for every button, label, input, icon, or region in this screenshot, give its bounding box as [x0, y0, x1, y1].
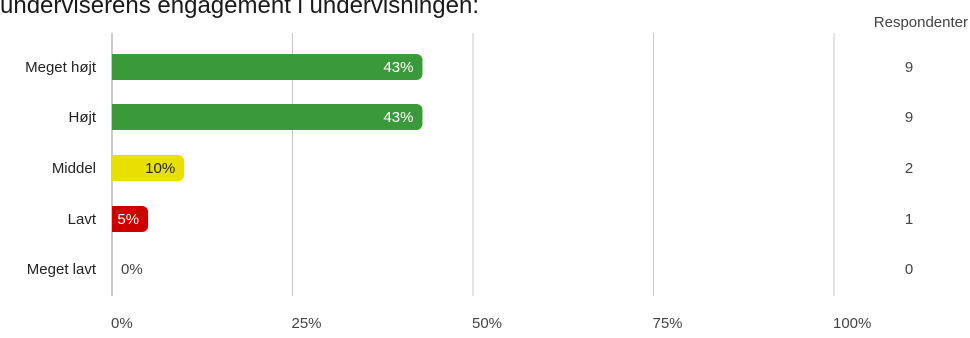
x-axis-ticks: 0% 25% 50% 75% 100% — [111, 315, 871, 332]
bar-value-label: 5% — [117, 211, 139, 228]
x-tick-label: 25% — [292, 315, 322, 332]
x-tick-label: 50% — [472, 315, 502, 332]
respondent-count: 9 — [905, 109, 913, 126]
respondent-count: 0 — [905, 261, 913, 278]
category-label: Meget lavt — [27, 261, 97, 278]
category-label: Meget højt — [25, 59, 97, 76]
bar-left-edge — [112, 155, 120, 181]
x-tick-label: 100% — [833, 315, 871, 332]
x-tick-label: 0% — [111, 315, 133, 332]
chart-title: underviserens engagement i undervisninge… — [0, 0, 479, 19]
bar — [112, 54, 423, 80]
respondent-counts: 9 9 2 1 0 — [905, 59, 913, 278]
bar — [112, 206, 149, 232]
bar-left-edge — [112, 104, 120, 130]
category-label: Middel — [52, 160, 96, 177]
category-label: Lavt — [68, 211, 97, 228]
category-labels: Meget højt Højt Middel Lavt Meget lavt — [25, 59, 97, 278]
category-label: Højt — [69, 109, 97, 126]
bar-left-edge — [112, 54, 120, 80]
bar — [112, 104, 423, 130]
respondent-count: 9 — [905, 59, 913, 76]
bar-value-label: 43% — [383, 59, 413, 76]
bar-value-label: 43% — [383, 109, 413, 126]
respondent-count: 2 — [905, 160, 913, 177]
bar-value-label: 0% — [121, 261, 143, 278]
bar-value-label: 10% — [145, 160, 175, 177]
respondent-count: 1 — [905, 211, 913, 228]
bars: 43% 43% 10% 5% 0% — [112, 54, 423, 278]
bar-left-edge — [112, 206, 120, 232]
respondents-header: Respondenter — [874, 14, 968, 31]
bar — [112, 155, 185, 181]
x-tick-label: 75% — [653, 315, 683, 332]
